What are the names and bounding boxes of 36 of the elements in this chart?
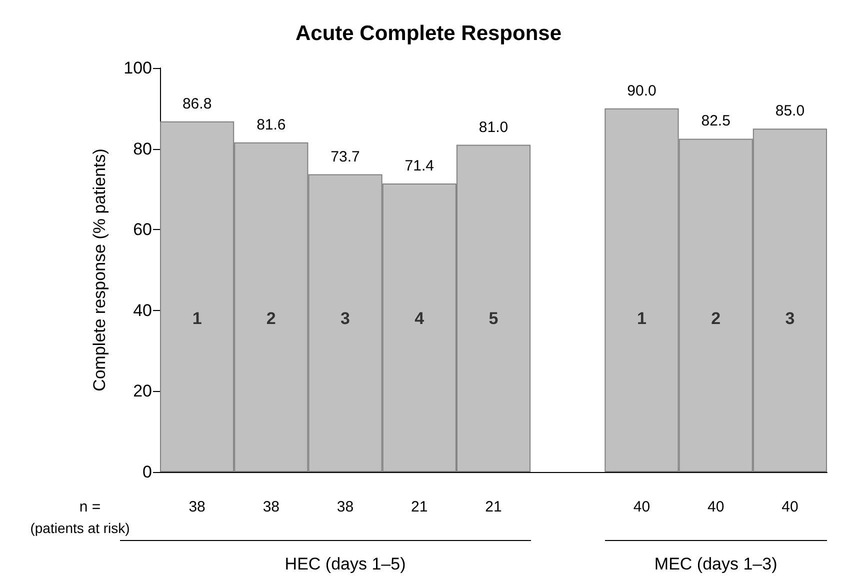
- text: 38: [336, 498, 354, 516]
- data-label: 81.0: [478, 118, 508, 136]
- data-label: 86.8: [182, 95, 212, 112]
- x-tick-label: 2: [711, 308, 721, 328]
- y-axis-title: Complete response (% patients): [90, 148, 109, 392]
- x-tick-label: 1: [636, 308, 646, 328]
- text: 40: [633, 498, 650, 516]
- text: n =: [79, 498, 101, 516]
- data-label: 81.6: [256, 116, 286, 134]
- text: 21: [411, 498, 428, 516]
- text: MEC (days 1–3): [654, 554, 778, 574]
- x-tick-label: 1: [192, 308, 202, 328]
- y-tick-label: 60: [133, 220, 152, 240]
- text: 38: [262, 498, 280, 516]
- text: (patients at risk): [30, 520, 130, 536]
- data-label: 90.0: [627, 82, 656, 100]
- y-tick-label: 40: [133, 300, 152, 320]
- y-tick-label: 80: [133, 139, 152, 158]
- text: 40: [782, 498, 798, 516]
- y-tick-label: 100: [124, 58, 152, 78]
- x-tick-label: 3: [785, 308, 795, 328]
- text: 40: [707, 498, 724, 516]
- data-label: 71.4: [404, 158, 434, 175]
- x-tick-label: 3: [340, 308, 350, 328]
- text: 38: [188, 498, 206, 516]
- x-tick-label: 5: [488, 308, 498, 328]
- y-tick-label: 20: [133, 382, 152, 401]
- chart-title: Acute Complete Response: [295, 22, 562, 45]
- data-label: 85.0: [775, 102, 805, 120]
- y-tick-label: 0: [142, 462, 152, 482]
- x-tick-label: 2: [266, 308, 276, 328]
- text: HEC (days 1–5): [284, 554, 406, 574]
- data-label: 73.7: [330, 148, 360, 166]
- data-label: 82.5: [701, 112, 730, 130]
- text: 21: [485, 498, 502, 516]
- x-tick-label: 4: [414, 308, 425, 328]
